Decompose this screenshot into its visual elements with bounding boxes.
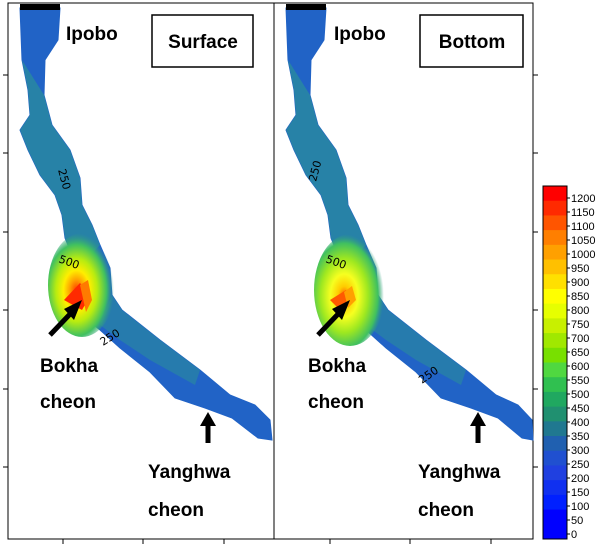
colorbar-swatch <box>543 244 567 261</box>
colorbar-tick-label: 750 <box>571 319 589 331</box>
colorbar: 1200115011001050100095090085080075070065… <box>542 185 595 541</box>
panel-surface-contour-label: 250 <box>55 167 73 191</box>
colorbar-swatch <box>543 318 567 334</box>
panel-surface-title-box <box>151 14 254 68</box>
colorbar-tick-label: 650 <box>571 347 589 359</box>
panel-surface-arrow-bokha-icon <box>48 300 82 337</box>
panel-surface-label-ipobo: Ipobo <box>66 24 118 45</box>
panel-surface-label-bokha-2: cheon <box>40 392 96 413</box>
colorbar-swatch <box>543 377 567 393</box>
colorbar-tick-label: 200 <box>571 473 589 485</box>
panel-bottom-arrow-bokha-icon <box>316 300 350 337</box>
panel-bottom-title-box <box>419 14 524 68</box>
colorbar-tick-label: 50 <box>571 515 583 527</box>
panel-bottom-label-yanghwa: Yanghwa <box>418 462 501 483</box>
colorbar-tick-label: 1150 <box>571 207 595 219</box>
colorbar-swatch <box>543 465 567 481</box>
panel-bottom-frame <box>273 2 534 540</box>
panel-bottom-label-ipobo: Ipobo <box>334 24 386 45</box>
colorbar-tick-label: 800 <box>571 305 589 317</box>
panel-bottom-label-bokha: Bokha <box>308 356 367 377</box>
colorbar-swatch <box>543 524 567 540</box>
colorbar-tick-label: 150 <box>571 487 589 499</box>
colorbar-swatch <box>543 303 567 319</box>
colorbar-swatch <box>543 406 567 422</box>
colorbar-swatch <box>543 494 567 511</box>
panel-bottom-contour-label: 250 <box>306 159 324 183</box>
colorbar-tick-label: 1000 <box>571 249 595 261</box>
colorbar-tick-label: 250 <box>571 459 589 471</box>
panel-bottom-river <box>285 7 534 441</box>
colorbar-tick-label: 400 <box>571 417 589 429</box>
panel-surface-river <box>19 7 273 441</box>
colorbar-swatch <box>543 362 567 378</box>
colorbar-swatch <box>543 436 567 452</box>
panel-bottom-weir-marker <box>286 4 326 10</box>
panel-surface-arrow-yanghwa-icon <box>200 412 216 443</box>
panel-surface-label-bokha: Bokha <box>40 356 99 377</box>
colorbar-swatch <box>543 333 567 349</box>
panel-bottom-label-bokha-2: cheon <box>308 392 364 413</box>
colorbar-tick-label: 850 <box>571 291 589 303</box>
colorbar-tick-label: 1100 <box>571 221 595 233</box>
colorbar-tick-label: 950 <box>571 263 589 275</box>
colorbar-swatch <box>543 186 567 202</box>
colorbar-swatch <box>543 421 567 437</box>
panel-bottom-arrow-yanghwa-icon <box>470 412 486 443</box>
colorbar-tick-label: 500 <box>571 389 589 401</box>
colorbar-swatch <box>543 259 567 275</box>
colorbar-tick-label: 700 <box>571 333 589 345</box>
colorbar-tick-label: 1200 <box>571 193 595 205</box>
panel-surface-label-yanghwa: Yanghwa <box>148 462 231 483</box>
panel-surface-label-yanghwa-2: cheon <box>148 500 204 521</box>
colorbar-tick-label: 300 <box>571 445 589 457</box>
colorbar-tick-label: 100 <box>571 501 589 513</box>
colorbar-tick-label: 550 <box>571 375 589 387</box>
colorbar-swatch <box>543 288 567 305</box>
colorbar-swatch <box>543 274 567 290</box>
colorbar-swatch <box>543 391 567 408</box>
panel-surface-ticks <box>3 74 225 544</box>
colorbar-swatch <box>543 480 567 496</box>
colorbar-swatch <box>543 230 567 246</box>
colorbar-swatch <box>543 347 567 363</box>
colorbar-tick-label: 0 <box>571 529 577 541</box>
colorbar-swatch <box>543 215 567 231</box>
panel-surface-title: Surface <box>168 32 238 53</box>
colorbar-swatch <box>543 450 567 466</box>
colorbar-tick-label: 600 <box>571 361 589 373</box>
colorbar-tick-label: 900 <box>571 277 589 289</box>
colorbar-tick-label: 350 <box>571 431 589 443</box>
colorbar-tick-label: 450 <box>571 403 589 415</box>
panel-bottom-ticks <box>329 74 538 544</box>
colorbar-swatch <box>543 200 567 216</box>
colorbar-frame <box>542 185 568 540</box>
panel-bottom-title: Bottom <box>439 32 505 53</box>
panel-surface-weir-marker <box>20 4 60 10</box>
colorbar-swatch <box>543 509 567 525</box>
panel-bottom-label-yanghwa-2: cheon <box>418 500 474 521</box>
colorbar-tick-label: 1050 <box>571 235 595 247</box>
panel-surface-frame <box>7 2 275 540</box>
